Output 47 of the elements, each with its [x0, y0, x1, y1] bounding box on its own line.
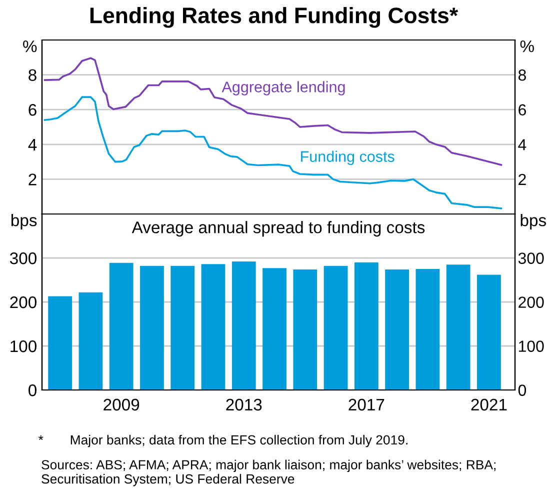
bar: [354, 262, 378, 390]
bar: [78, 292, 103, 390]
x-tick-label: 2017: [348, 398, 384, 411]
x-tick-label: 2009: [104, 398, 140, 411]
y-tick-label: 200: [10, 296, 36, 308]
y2-axis-title: %: [520, 40, 534, 52]
bar: [293, 269, 318, 390]
bar: [477, 274, 501, 390]
bar: [170, 266, 195, 390]
y-tick-label: 2: [28, 174, 36, 186]
bar: [385, 269, 410, 390]
bar: [109, 262, 134, 390]
y-tick-label: 8: [28, 69, 36, 82]
y-tick-label: 4: [28, 138, 37, 150]
y2-tick-label: 8: [518, 69, 526, 81]
series-label: Aggregate lending: [222, 81, 345, 96]
x-tick-label: 2013: [226, 398, 262, 411]
y2-tick-label: 100: [518, 340, 544, 352]
y-tick-label: 300: [10, 252, 36, 264]
bar: [416, 269, 440, 390]
bar: [48, 296, 72, 390]
y2-tick-label: 200: [518, 296, 544, 308]
y2-tick-label: 2: [518, 174, 526, 185]
y-tick-label: 6: [28, 104, 36, 116]
text: * Major banks; data from the EFS collection from July 2019.: [38, 434, 408, 448]
y-axis-title: %: [23, 40, 37, 52]
source-note: Sources: ABS; AFMA; APRA; major bank liaison; major banks’ websites; RBA; Securitisation System; US Federal Reserve: [42, 460, 496, 486]
y-tick-label: 0: [28, 384, 36, 396]
line-series: [44, 96, 502, 210]
bar: [324, 266, 348, 390]
y2-tick-label: 4: [518, 139, 526, 150]
y2-axis-title: bps: [520, 214, 546, 230]
bar: [446, 264, 470, 390]
series-label: Funding costs: [301, 150, 394, 165]
bar: [140, 266, 164, 390]
y-axis-title: bps: [11, 214, 37, 230]
y2-tick-label: 300: [518, 252, 544, 264]
y-tick-label: 100: [10, 340, 36, 352]
chart-title: Lending Rates and Funding Costs*: [90, 6, 458, 28]
bar: [201, 264, 226, 390]
line-series: [44, 57, 502, 166]
bar: [232, 262, 256, 390]
chart-title: Average annual spread to funding costs: [132, 221, 425, 237]
bar: [262, 268, 286, 390]
y2-tick-label: 6: [518, 104, 526, 116]
x-tick-label: 2021: [471, 398, 507, 411]
y2-tick-label: 0: [518, 384, 526, 396]
